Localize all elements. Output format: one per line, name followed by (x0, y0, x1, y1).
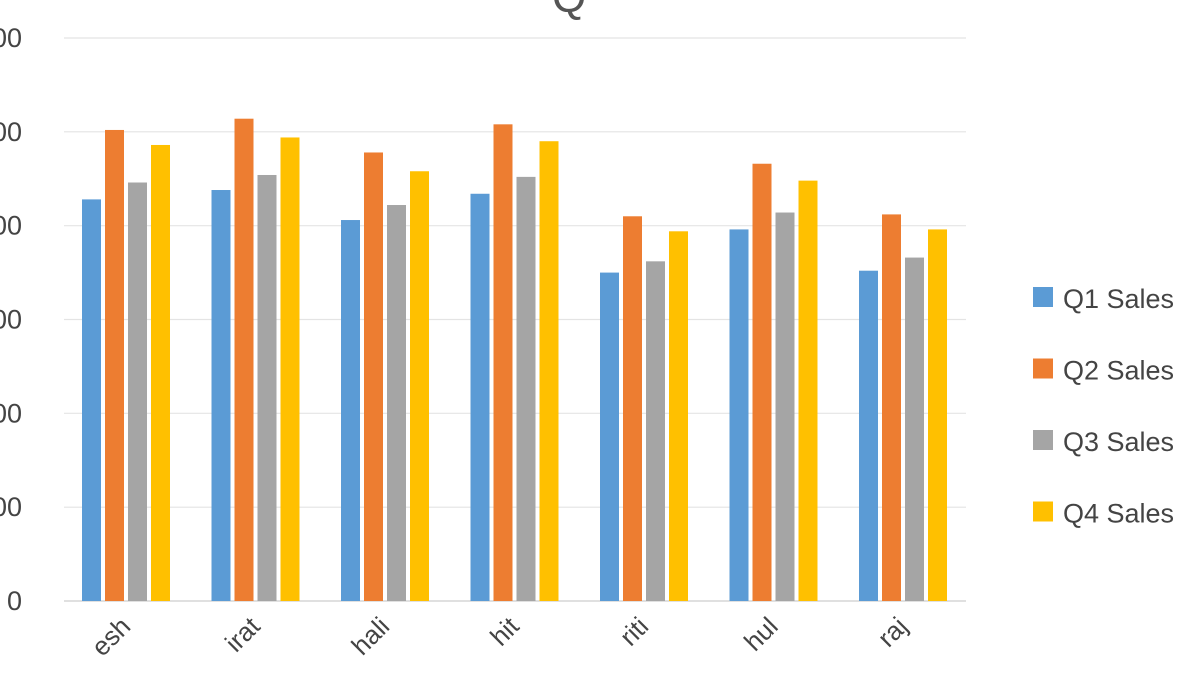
legend-label: Q4 Sales (1063, 499, 1174, 529)
chart-title: Q (552, 0, 586, 22)
legend-label: Q3 Sales (1063, 427, 1174, 457)
bar-q3-sales-raj (905, 257, 924, 601)
bar-q2-sales-riti (623, 216, 642, 602)
bar-q4-sales-riti (669, 231, 688, 601)
bar-q2-sales-hit (493, 124, 513, 602)
bar-q3-sales-hit (516, 176, 536, 601)
y-tick-label: 00 (0, 398, 22, 428)
legend-swatch (1033, 430, 1053, 450)
y-tick-label: 00 (0, 305, 22, 335)
gridlines (64, 37, 966, 602)
legend-label: Q1 Sales (1063, 284, 1174, 314)
bar-q4-sales-irat (280, 137, 300, 602)
y-tick-label: 00 (0, 23, 22, 53)
bar-q1-sales-riti (600, 272, 619, 601)
bar-q2-sales-hul (752, 163, 772, 601)
x-tick-label: hali (345, 611, 395, 661)
bar-q4-sales-hul (798, 180, 818, 602)
bar-q3-sales-hali (387, 205, 406, 602)
bar-q1-sales-irat (211, 190, 231, 601)
y-tick-label: 00 (0, 492, 22, 522)
legend-swatch (1033, 358, 1053, 379)
bar-q2-sales-irat (234, 118, 254, 602)
legend-label: Q2 Sales (1063, 356, 1174, 386)
x-tick-label: irat (219, 610, 266, 657)
chart-title-layer: Q (552, 0, 586, 22)
x-tick-label: riti (614, 611, 655, 652)
legend-swatch (1033, 501, 1053, 522)
y-tick-label: 00 (0, 211, 22, 241)
bar-q4-sales-hali (410, 171, 429, 601)
legend-swatch (1033, 287, 1053, 307)
bar-q4-sales-raj (928, 229, 947, 602)
y-tick-label: 00 (0, 117, 22, 147)
x-tick-label: raj (872, 611, 914, 653)
bar-q1-sales-esh (82, 199, 101, 602)
x-tick-label: hul (738, 611, 784, 657)
bars (82, 118, 947, 602)
bar-q3-sales-riti (646, 261, 665, 601)
bar-q2-sales-esh (105, 129, 124, 601)
bar-q2-sales-raj (882, 214, 901, 601)
x-axis-labels: esh irat hali hit riti hul raj (85, 610, 913, 661)
y-axis-ticks: 0000000000000 (0, 23, 22, 616)
x-tick-label: esh (85, 611, 136, 662)
bar-q4-sales-esh (151, 144, 170, 601)
bar-q3-sales-hul (775, 212, 795, 601)
bar-q2-sales-hali (364, 152, 383, 601)
bar-q1-sales-hit (470, 193, 490, 601)
y-tick-label: 0 (7, 586, 22, 616)
bar-q3-sales-irat (257, 174, 277, 601)
bar-q1-sales-hul (729, 229, 749, 602)
bar-q1-sales-hali (341, 220, 360, 601)
bar-q4-sales-hit (539, 141, 559, 601)
bar-q3-sales-esh (128, 182, 147, 601)
bar-q1-sales-raj (859, 270, 878, 601)
x-tick-label: hit (484, 610, 525, 651)
legend: Q1 Sales Q2 Sales Q3 Sales Q4 Sales (1033, 284, 1174, 529)
